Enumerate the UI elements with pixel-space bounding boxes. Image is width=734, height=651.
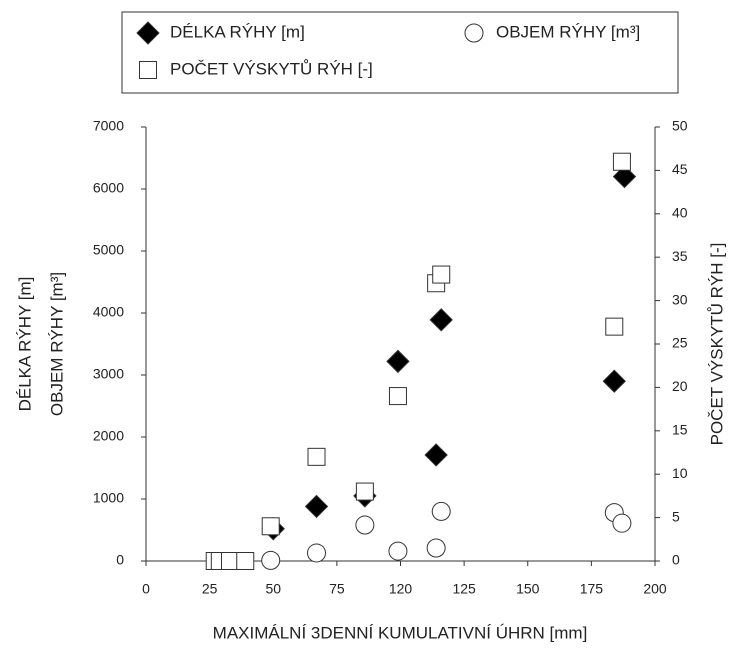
data-point: [355, 515, 375, 535]
x-tick-label: 0: [142, 581, 150, 597]
y2-tick-label: 10: [672, 465, 688, 481]
y-tick-label: 3000: [93, 366, 124, 382]
data-point: [612, 513, 632, 533]
data-point: [307, 543, 327, 563]
y2-axis-label: POČET VÝSKYTŮ RÝH [-]: [707, 243, 726, 446]
y-tick-label: 6000: [93, 180, 124, 196]
x-tick-label: 50: [265, 581, 281, 597]
data-point: [220, 552, 239, 570]
data-point: [304, 494, 329, 519]
legend-box: [121, 11, 679, 94]
data-point: [307, 447, 326, 466]
data-point: [261, 550, 281, 570]
x-tick-label: 120: [389, 581, 413, 597]
x-tick-label: 125: [452, 581, 476, 597]
y2-tick-label: 15: [672, 422, 688, 438]
y-tick-label: 7000: [93, 118, 124, 134]
y2-tick-label: 0: [672, 552, 680, 568]
x-tick-label: 75: [329, 581, 345, 597]
legend-marker: [136, 21, 160, 45]
y-tick-label: 4000: [93, 304, 124, 320]
y-tick-label: 2000: [93, 428, 124, 444]
y-axis-label: DÉLKA RÝHY [m]: [15, 277, 34, 412]
legend-marker: [464, 23, 484, 43]
data-point: [429, 308, 453, 332]
legend-label: DÉLKA RÝHY [m]: [170, 22, 305, 41]
data-point: [424, 443, 448, 467]
data-point: [431, 501, 451, 521]
data-point: [605, 317, 624, 336]
x-axis-label: MAXIMÁLNÍ 3DENNÍ KUMULATIVNÍ ÚHRN [mm]: [213, 623, 588, 642]
legend-label: OBJEM RÝHY [m³]: [496, 22, 640, 41]
y2-tick-label: 50: [672, 118, 688, 134]
y2-tick-label: 35: [672, 248, 688, 264]
x-tick-label: 150: [516, 581, 540, 597]
y2-tick-label: 40: [672, 205, 688, 221]
x-tick-label: 175: [580, 581, 604, 597]
x-tick-label: 25: [202, 581, 218, 597]
data-point: [432, 265, 451, 284]
x-tick-label: 200: [643, 581, 667, 597]
data-point: [261, 517, 280, 536]
y2-tick-label: 20: [672, 378, 688, 394]
data-point: [386, 349, 410, 374]
y2-tick-label: 30: [672, 291, 688, 307]
data-point: [236, 552, 255, 570]
y2-tick-label: 25: [672, 335, 688, 351]
data-point: [355, 482, 374, 501]
y2-tick-label: 45: [672, 161, 688, 177]
data-point: [388, 541, 408, 561]
data-point: [602, 369, 626, 393]
legend-label: POČET VÝSKYTŮ RÝH [-]: [170, 59, 373, 78]
y-axis-label: OBJEM RÝHY [m³]: [47, 272, 66, 416]
data-point: [426, 538, 446, 558]
y-tick-label: 5000: [93, 242, 124, 258]
data-point: [612, 164, 637, 189]
y2-tick-label: 5: [672, 508, 680, 524]
data-point: [388, 387, 407, 406]
y-tick-label: 1000: [93, 490, 124, 506]
data-point: [612, 152, 631, 171]
y-tick-label: 0: [116, 552, 124, 568]
legend-marker: [139, 61, 157, 79]
